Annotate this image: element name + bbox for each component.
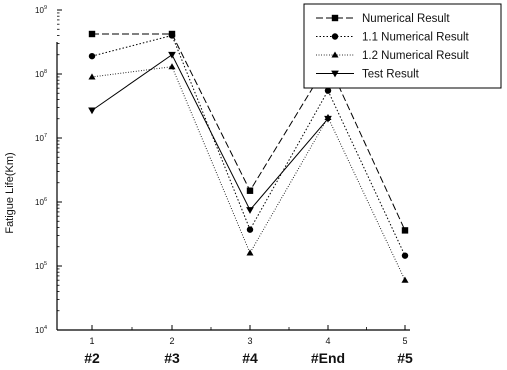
data-point [88, 107, 96, 115]
legend-marker [331, 14, 339, 22]
data-point [246, 207, 254, 214]
series-4 [88, 51, 332, 214]
series-line [91, 66, 406, 281]
x-category-label: #3 [164, 350, 180, 366]
legend-label: 1.2 Numerical Result [362, 50, 470, 62]
legend-marker [331, 33, 339, 40]
legend-label: Numerical Result [362, 13, 450, 25]
data-point [246, 187, 254, 194]
series-layer [88, 30, 409, 283]
data-point [324, 87, 332, 94]
x-tick-label: 5 [402, 336, 407, 346]
x-tick-label: 4 [325, 336, 330, 346]
legend: Numerical Result 1.1 Numerical Result 1.2 … [303, 3, 502, 89]
data-point [246, 226, 254, 233]
data-point [88, 52, 96, 60]
legend-marker [331, 70, 339, 78]
legend-marker [331, 51, 339, 58]
data-point [401, 276, 409, 283]
data-point [168, 63, 176, 70]
y-tick-label: 106 [35, 197, 47, 207]
data-point [168, 51, 176, 59]
x-category-label: #4 [242, 350, 258, 366]
series-2 [88, 32, 409, 259]
ticks: 104 105 106 107 108 109 1 #2 2 #3 3 #4 4 #End 5 #5 [35, 5, 413, 366]
axes [56, 42, 410, 331]
legend-label: Test Result [362, 69, 420, 81]
y-tick-label: 104 [35, 325, 47, 335]
legend-item: Numerical Result [316, 13, 450, 25]
x-tick-label: 2 [169, 336, 174, 346]
data-point [401, 227, 409, 234]
data-point [246, 249, 254, 256]
data-point [168, 32, 176, 39]
x-tick-label: 3 [247, 336, 252, 346]
data-point [324, 115, 332, 123]
x-category-label: #End [311, 350, 345, 366]
y-axis-label: Fatigue Life(Km) [4, 152, 16, 233]
data-point [88, 30, 96, 38]
y-tick-label: 107 [35, 133, 47, 143]
legend-item: 1.2 Numerical Result [316, 50, 470, 62]
y-tick-label: 108 [35, 69, 47, 79]
legend-item: 1.1 Numerical Result [316, 32, 470, 44]
series-line [91, 53, 329, 211]
legend-label: 1.1 Numerical Result [362, 32, 470, 44]
x-category-label: #2 [84, 350, 100, 366]
x-tick-label: 1 [89, 336, 94, 346]
y-tick-label: 109 [35, 5, 47, 15]
x-category-label: #5 [397, 350, 413, 366]
y-tick-label: 105 [35, 261, 47, 271]
legend-item: Test Result [316, 69, 420, 81]
data-point [88, 73, 96, 80]
series-3 [88, 63, 409, 283]
data-point [401, 252, 409, 259]
